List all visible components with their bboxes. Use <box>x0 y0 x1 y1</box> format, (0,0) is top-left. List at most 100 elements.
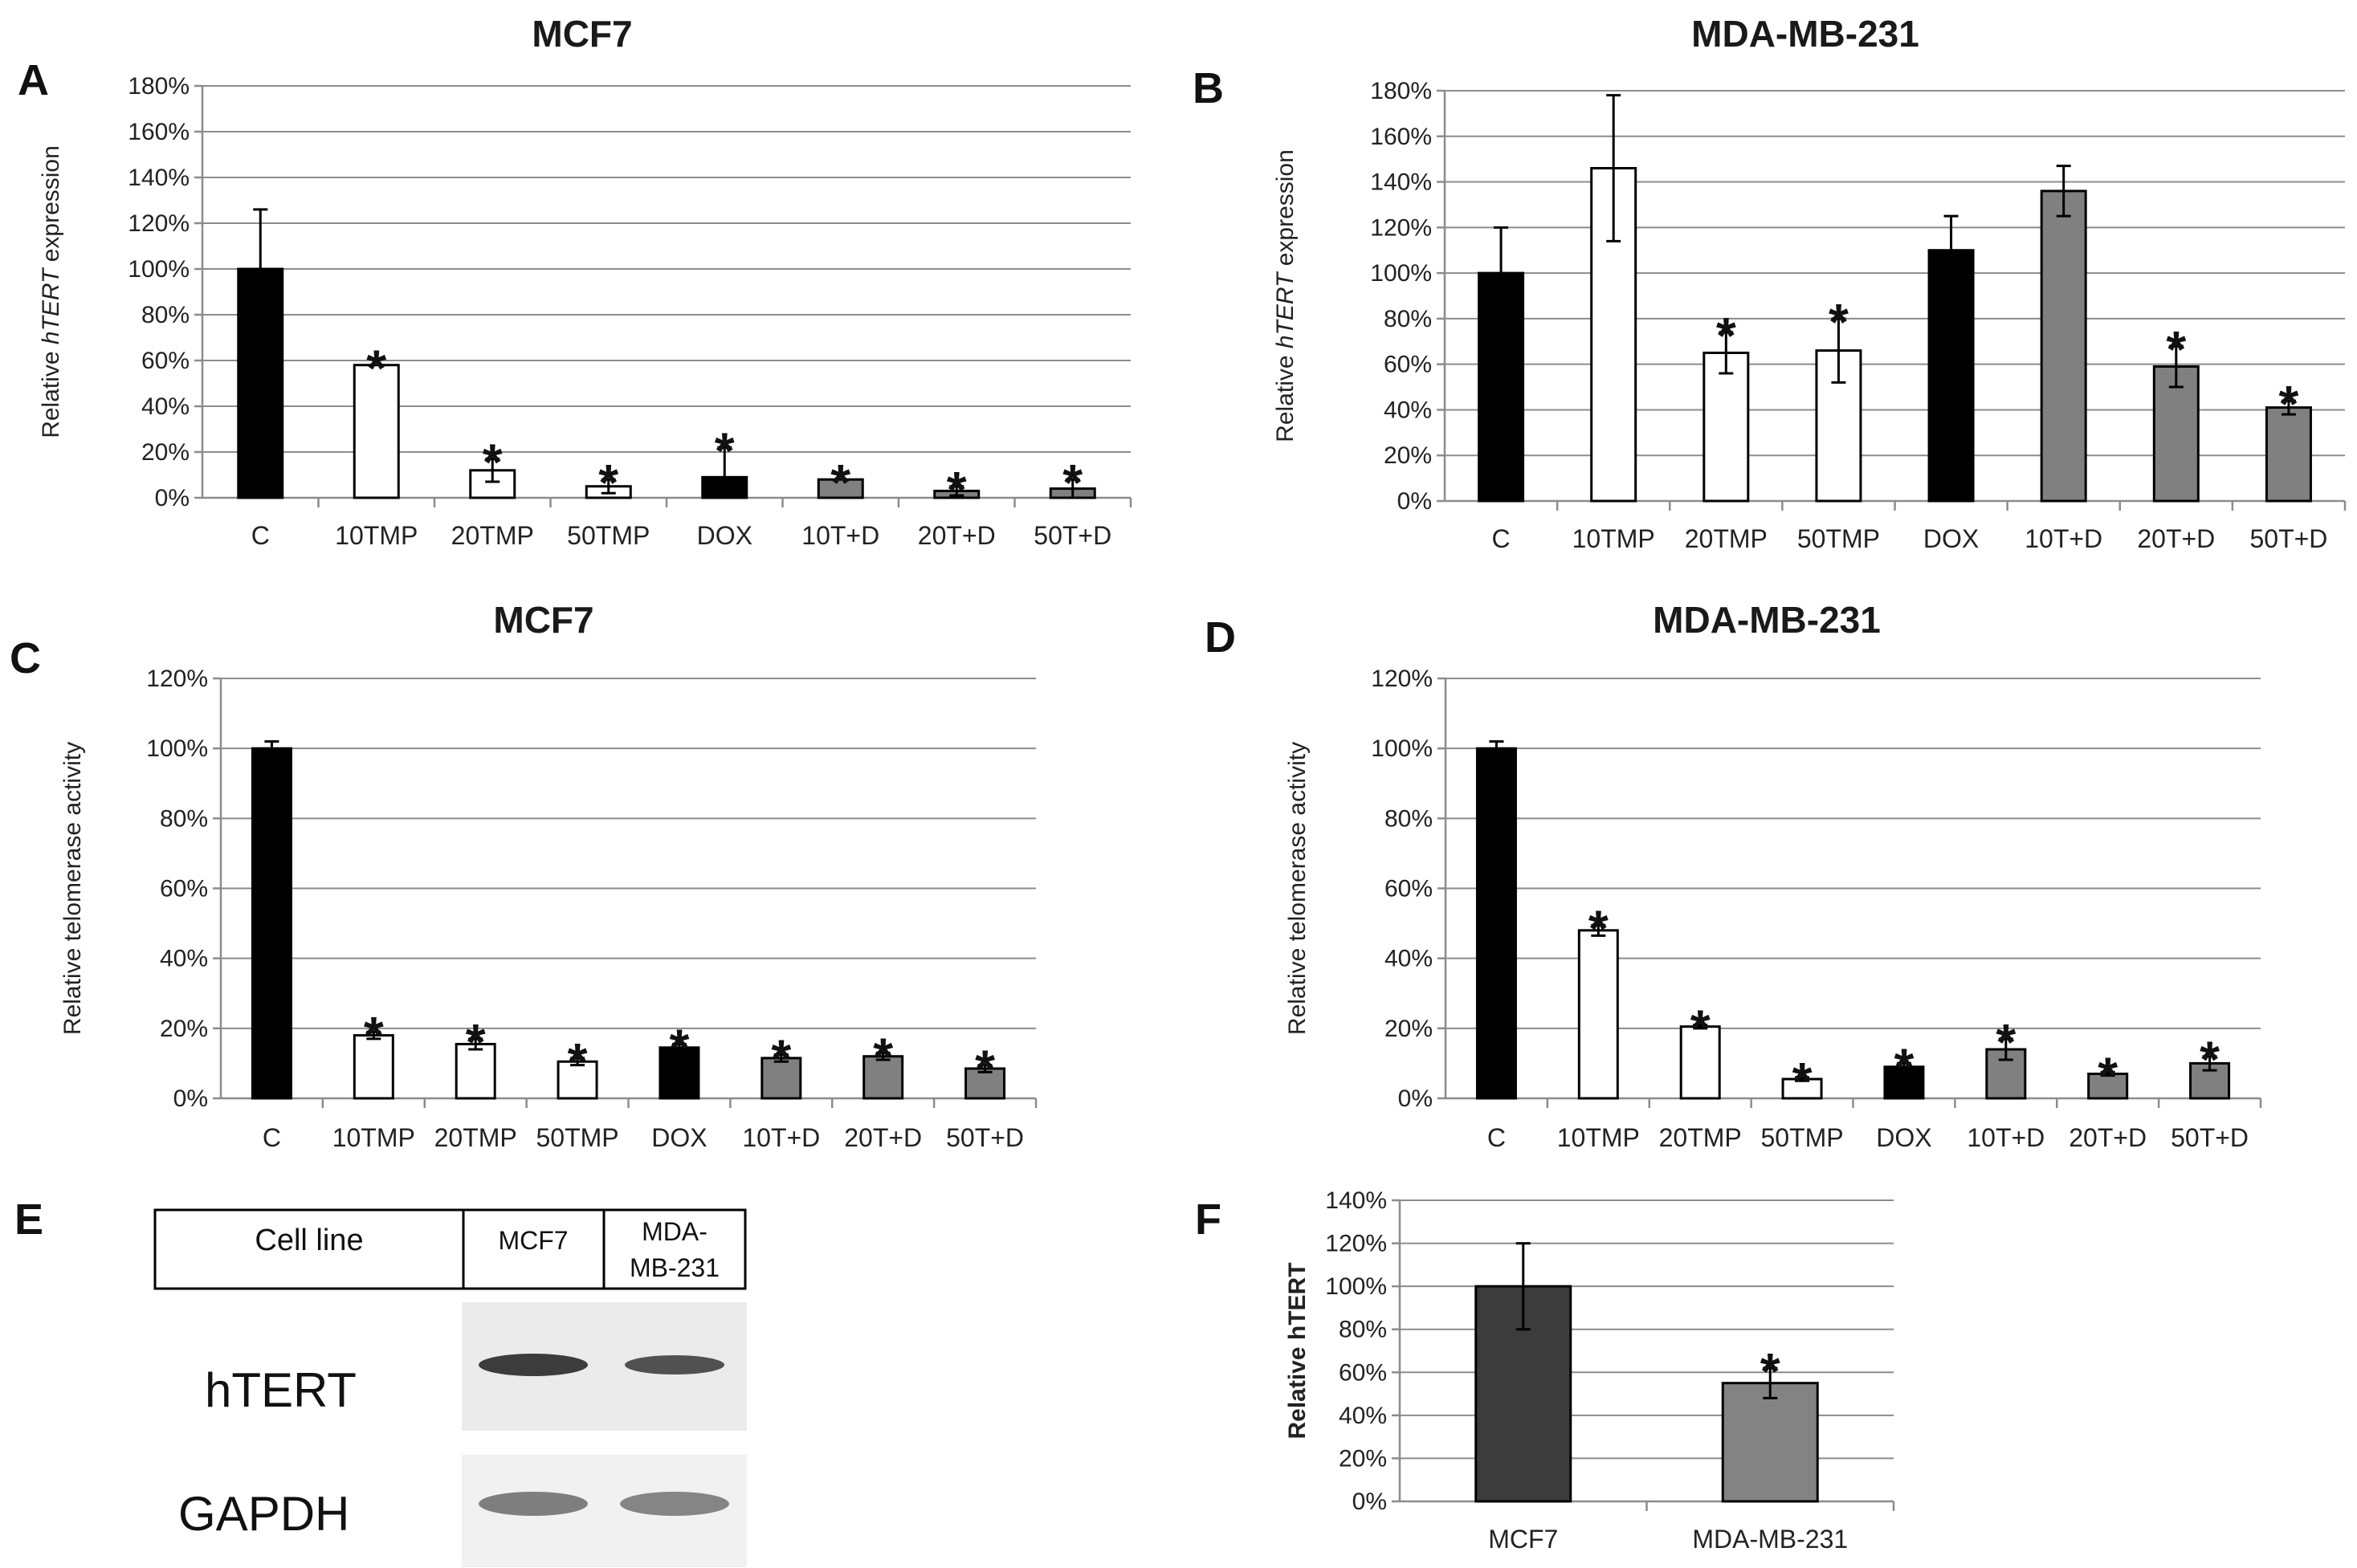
chart-title-a: MCF7 <box>532 13 632 55</box>
y-tick-label-d: 20% <box>1384 1016 1433 1042</box>
y-tick-label-b: 40% <box>1384 397 1432 423</box>
y-tick-label-b: 140% <box>1370 169 1432 196</box>
y-axis-label-a: Relative hTERT expression <box>38 145 64 438</box>
bar-c-2 <box>353 1034 394 1100</box>
significance-star-a-8: * <box>1062 454 1083 511</box>
significance-star-a-5: * <box>715 422 735 479</box>
y-axis-label-part-f: Relative hTERT <box>1284 1262 1311 1439</box>
y-tick-label-f: 100% <box>1325 1273 1387 1300</box>
y-tick-label-f: 80% <box>1339 1317 1387 1343</box>
bar-d-3 <box>1679 1025 1721 1100</box>
significance-star-b-8: * <box>2278 375 2298 433</box>
bar-b-3 <box>1703 351 1750 503</box>
panel-letter-c: C <box>10 634 41 682</box>
y-tick-label-f: 120% <box>1325 1231 1387 1257</box>
x-tick-label-d: 50T+D <box>2171 1123 2249 1152</box>
x-tick-label-d: 10TMP <box>1557 1123 1640 1152</box>
significance-star-c-4: * <box>568 1032 588 1090</box>
western-blot-panel: Cell line MCF7 MDA- MB-231 hTERT GAPDH <box>153 1208 747 1567</box>
y-tick-label-a: 160% <box>128 119 190 145</box>
bar-c-3 <box>455 1042 496 1100</box>
y-tick-label-d: 40% <box>1384 946 1433 972</box>
bar-b-5 <box>1927 249 1975 503</box>
x-tick-label-b: C <box>1492 524 1511 553</box>
y-axis-label-f: Relative hTERT <box>1284 1262 1311 1439</box>
y-tick-label-f: 20% <box>1339 1445 1387 1472</box>
x-tick-label-d: C <box>1487 1123 1506 1152</box>
significance-star-d-5: * <box>1894 1037 1914 1095</box>
x-tick-label-a: 20T+D <box>918 521 996 550</box>
y-axis-label-part-a: Relative <box>38 344 64 438</box>
y-axis-label-part-b: hTERT <box>1272 271 1299 348</box>
chart-panel-c: MCF7 0% 20% 40% 60% 80% 100% 120% Relative telom… <box>59 599 1038 1152</box>
significance-star-a-4: * <box>598 454 618 511</box>
y-tick-label-c: 40% <box>160 946 208 972</box>
y-tick-label-c: 80% <box>160 805 208 832</box>
bar-f-2 <box>1721 1382 1819 1503</box>
y-tick-label-a: 80% <box>141 302 190 328</box>
bar-c-1 <box>251 747 292 1100</box>
y-axis-label-c: Relative telomerase activity <box>59 742 86 1035</box>
y-tick-label-d: 100% <box>1371 735 1433 762</box>
x-tick-label-a: DOX <box>697 521 752 550</box>
x-tick-label-c: 50T+D <box>946 1123 1024 1152</box>
x-tick-label-b: 20TMP <box>1685 524 1768 553</box>
significance-star-d-4: * <box>1792 1052 1813 1110</box>
y-tick-label-b: 20% <box>1384 442 1432 469</box>
bar-c-4 <box>557 1060 598 1100</box>
bar-b-6 <box>2040 189 2087 503</box>
chart-panel-f: 0% 20% 40% 60% 80% 100% 120% 140% Relative hTERT… <box>1284 1187 1895 1554</box>
blot-table-border <box>153 1208 747 1290</box>
significance-star-b-3: * <box>1716 307 1736 365</box>
significance-star-d-7: * <box>2098 1046 2118 1104</box>
blot-row-htert: hTERT <box>205 1363 357 1417</box>
chart-title-d: MDA-MB-231 <box>1653 599 1881 641</box>
x-tick-label-a: 50TMP <box>567 521 650 550</box>
x-tick-label-f: MDA-MB-231 <box>1692 1525 1848 1554</box>
panel-letter-b: B <box>1193 64 1224 112</box>
y-tick-label-a: 100% <box>128 256 190 283</box>
significance-star-a-6: * <box>830 454 850 511</box>
bar-d-1 <box>1475 747 1517 1100</box>
x-tick-label-c: DOX <box>651 1123 707 1152</box>
y-tick-label-f: 0% <box>1352 1489 1387 1515</box>
significance-star-b-7: * <box>2166 320 2186 378</box>
bar-b-7 <box>2152 365 2200 503</box>
x-tick-label-b: 50TMP <box>1797 524 1880 553</box>
y-axis-label-part-c: Relative telomerase activity <box>59 742 86 1035</box>
x-tick-label-c: 20TMP <box>434 1123 517 1152</box>
panel-letter-f: F <box>1195 1195 1221 1244</box>
y-tick-label-d: 60% <box>1384 876 1433 902</box>
x-tick-label-d: DOX <box>1876 1123 1931 1152</box>
blot-row-gapdh: GAPDH <box>178 1487 349 1541</box>
significance-star-d-3: * <box>1690 999 1711 1057</box>
significance-star-f-2: * <box>1760 1342 1780 1400</box>
panel-letter-e: E <box>14 1195 43 1244</box>
significance-star-d-2: * <box>1588 899 1609 957</box>
significance-star-c-3: * <box>466 1013 486 1071</box>
x-tick-label-a: 10TMP <box>335 521 418 550</box>
bar-a-6 <box>817 478 864 499</box>
x-tick-label-b: 20T+D <box>2137 524 2215 553</box>
x-tick-label-c: 10TMP <box>332 1123 415 1152</box>
x-tick-label-c: 50TMP <box>536 1123 618 1152</box>
x-tick-label-b: 10T+D <box>2025 524 2102 553</box>
significance-star-b-4: * <box>1829 293 1849 351</box>
significance-star-c-6: * <box>771 1029 791 1087</box>
blot-col-mda-line1: MDA- <box>642 1217 708 1246</box>
significance-star-c-2: * <box>364 1006 384 1064</box>
chart-title-b: MDA-MB-231 <box>1691 13 1919 55</box>
x-tick-label-a: 10T+D <box>801 521 879 550</box>
y-tick-label-c: 120% <box>146 666 208 692</box>
y-tick-label-c: 60% <box>160 876 208 902</box>
x-tick-label-d: 20T+D <box>2069 1123 2147 1152</box>
blot-col-mda-line2: MB-231 <box>630 1253 720 1282</box>
significance-star-a-7: * <box>947 461 967 519</box>
x-tick-label-b: 10TMP <box>1572 524 1655 553</box>
x-tick-label-c: 20T+D <box>844 1123 922 1152</box>
panel-letter-a: A <box>18 56 49 104</box>
htert-band-mda <box>625 1355 724 1375</box>
y-tick-label-a: 0% <box>155 485 190 511</box>
x-tick-label-f: MCF7 <box>1488 1525 1558 1554</box>
